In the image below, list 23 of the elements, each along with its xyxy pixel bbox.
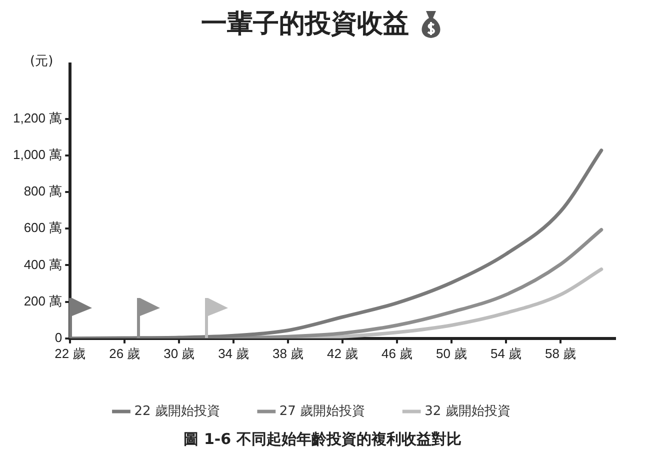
legend-label: 22 歲開始投資 [134,404,220,419]
y-tick-label: 200 萬 [24,293,62,308]
legend-label: 32 歲開始投資 [424,404,510,419]
x-tick-label: 58 歲 [544,346,576,361]
y-tick-label: 400 萬 [24,256,62,272]
x-tick-label: 30 歲 [164,346,195,361]
x-tick-label: 42 歲 [327,346,358,361]
y-tick-label: 1,000 萬 [12,147,62,162]
x-tick-label: 26 歲 [109,346,140,361]
y-tick-label: 0 [54,330,62,345]
y-axis-title: (元) [30,53,54,70]
x-tick-label: 46 歲 [382,346,413,361]
y-tick-label: 600 萬 [24,220,62,236]
x-tick-label: 50 歲 [436,346,468,361]
legend-label: 27 歲開始投資 [279,404,366,419]
x-tick-label: 38 歲 [272,346,304,361]
y-tick-label: 800 萬 [24,184,62,199]
x-tick-label: 34 歲 [218,346,250,361]
y-tick-label: 1,200 萬 [12,110,62,126]
x-tick-label: 22 歲 [54,346,86,361]
caption: 圖 1-6 不同起始年齡投資的複利收益對比 [182,430,462,449]
x-tick-label: 54 歲 [490,346,522,361]
chart-title: 一輩子的投資收益 [200,9,409,39]
